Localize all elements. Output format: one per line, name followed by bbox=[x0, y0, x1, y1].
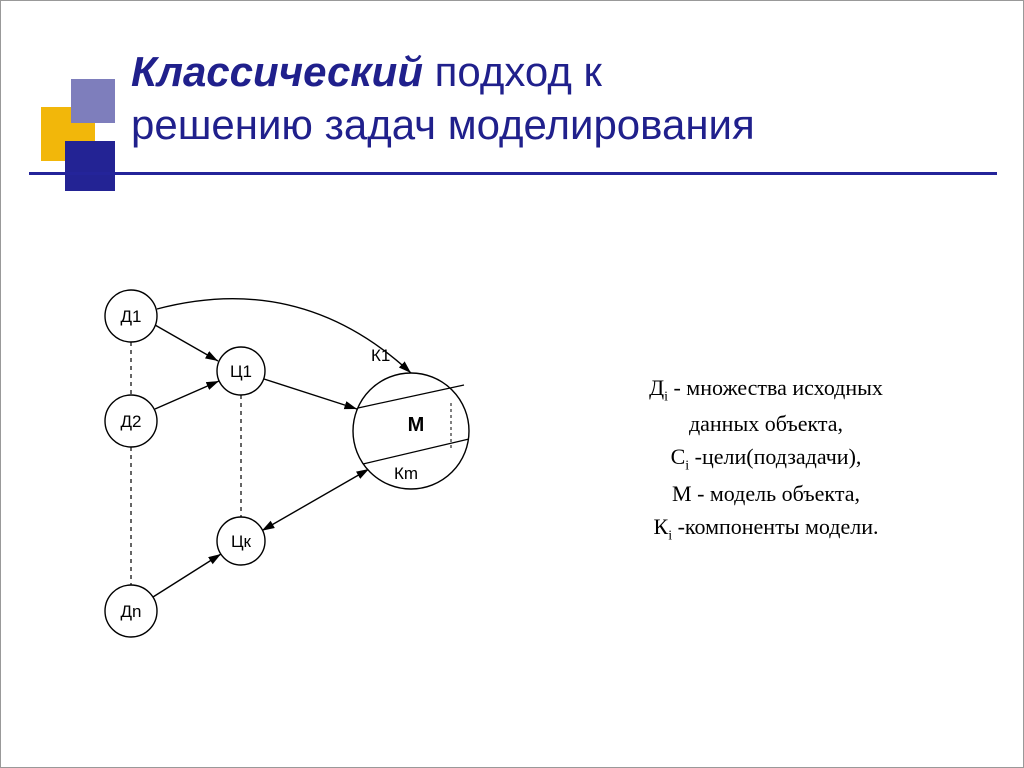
legend-line-2: данных объекта, bbox=[556, 407, 976, 440]
node-m-label: М bbox=[408, 414, 425, 436]
decor-square-2 bbox=[71, 79, 115, 123]
node-k1-label: К1 bbox=[371, 346, 390, 365]
node-d1-label: Д1 bbox=[121, 307, 142, 326]
title-underline bbox=[29, 172, 997, 175]
title-plain-1: подход к bbox=[423, 48, 602, 95]
node-dn-label: Дn bbox=[121, 602, 142, 621]
legend: Дi - множества исходных данных объекта, … bbox=[556, 371, 976, 546]
title-italic-word: Классический bbox=[131, 48, 423, 95]
node-d2-label: Д2 bbox=[121, 412, 142, 431]
node-km-label: Кm bbox=[394, 464, 418, 483]
legend-line-5: Кi -компоненты модели. bbox=[556, 510, 976, 546]
node-c1-label: Ц1 bbox=[230, 362, 252, 381]
legend-line-3: Сi -цели(подзадачи), bbox=[556, 440, 976, 476]
network-diagram: Д1 Д2 Дn Ц1 Цк К1 М Кm bbox=[81, 281, 521, 681]
decor-square-3 bbox=[65, 141, 115, 191]
legend-line-1: Дi - множества исходных bbox=[556, 371, 976, 407]
slide-title: Классический подход к решению задач моде… bbox=[131, 46, 951, 151]
title-plain-2: решению задач моделирования bbox=[131, 99, 951, 152]
legend-line-4: М - модель объекта, bbox=[556, 477, 976, 510]
node-ck-label: Цк bbox=[231, 532, 252, 551]
slide: Классический подход к решению задач моде… bbox=[0, 0, 1024, 768]
